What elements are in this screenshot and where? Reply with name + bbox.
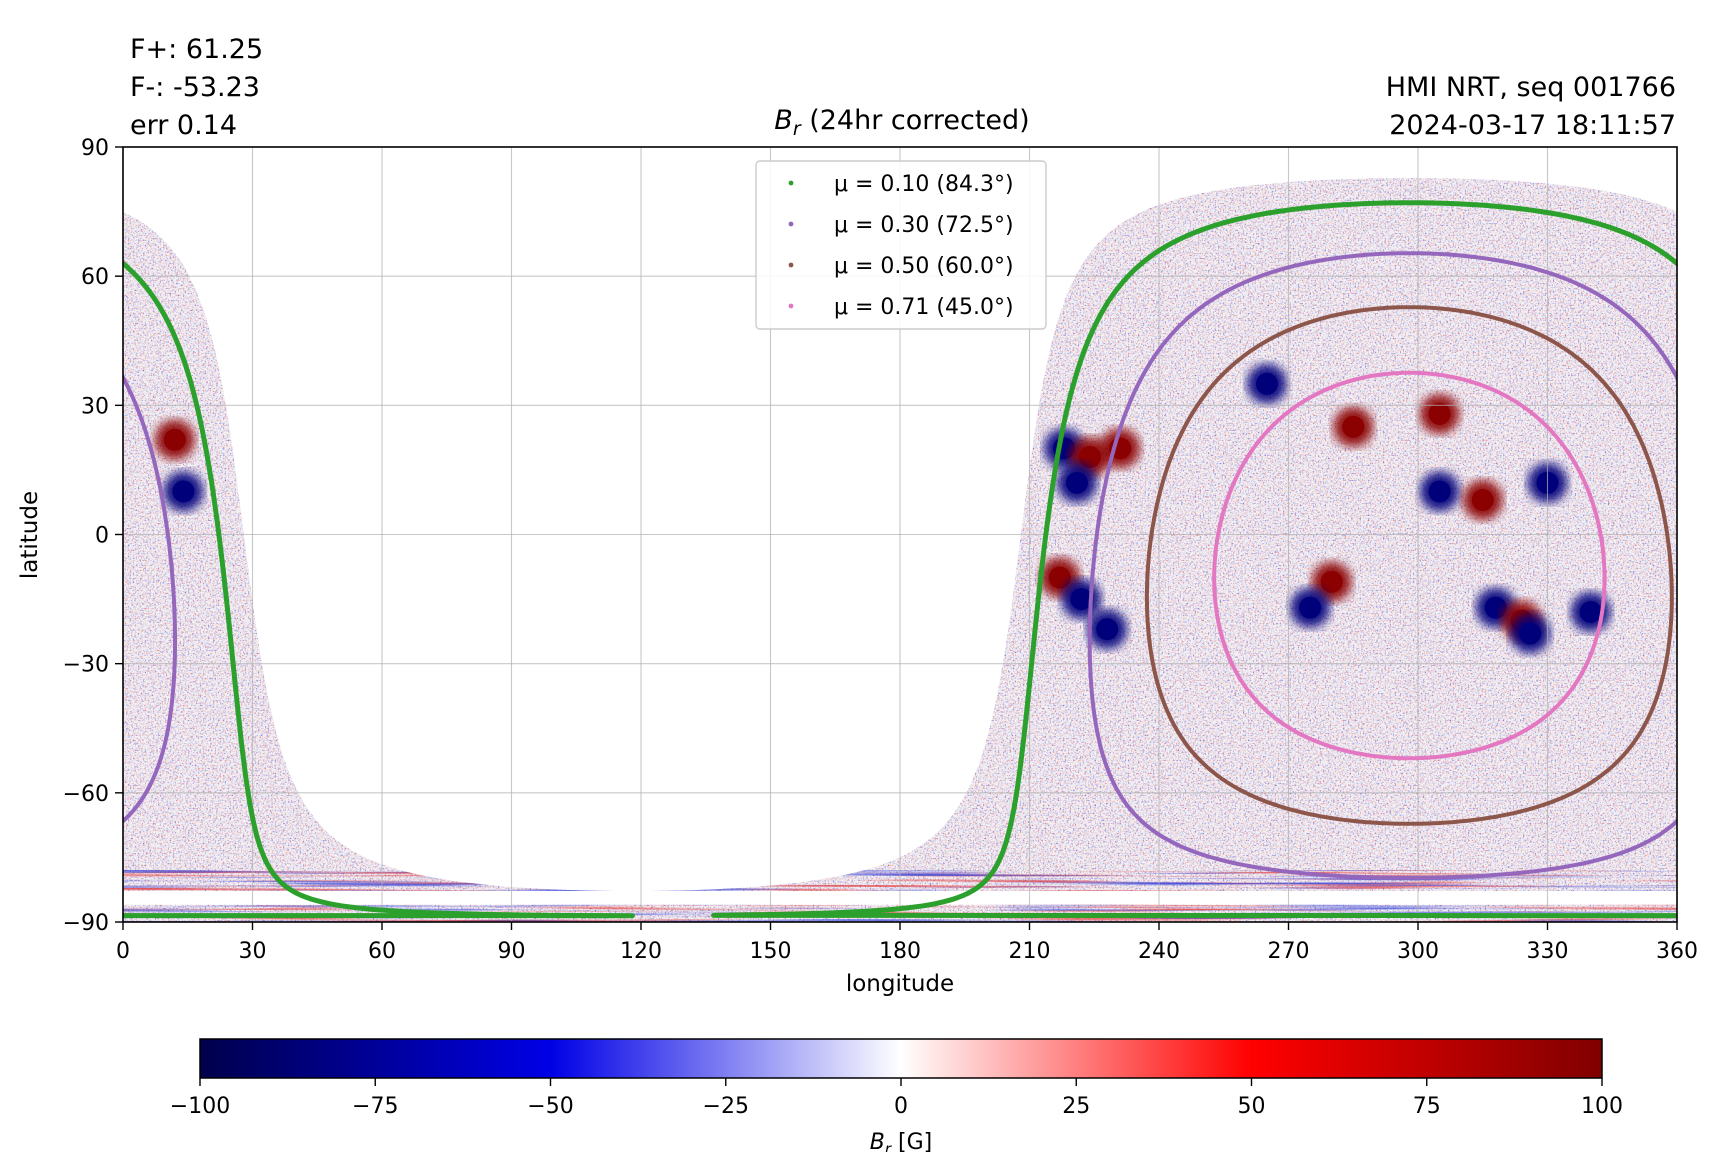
x-tick-label: 60 <box>368 939 396 964</box>
flux-plus-text: F+: 61.25 <box>130 34 263 65</box>
timestamp-text: 2024-03-17 18:11:57 <box>1389 110 1676 141</box>
active-region-core <box>1519 622 1542 645</box>
x-tick-label: 30 <box>239 939 267 964</box>
colorbar-label: Br [G] <box>870 1130 932 1152</box>
legend: μ = 0.10 (84.3°) μ = 0.30 (72.5°) μ = 0.50… <box>755 160 1047 330</box>
x-axis-label: longitude <box>846 971 954 997</box>
y-tick-label: −90 <box>63 911 109 936</box>
active-region-core <box>1320 570 1343 593</box>
legend-entry: μ = 0.71 (45.0°) <box>834 295 1014 320</box>
x-axis-ticks: 0 30 60 90 120 150 180 210 240 270 300 330 360 <box>116 922 1698 964</box>
legend-marker <box>788 303 794 309</box>
y-tick-label: −30 <box>63 653 109 678</box>
colorbar-tick-label: 0 <box>894 1094 908 1119</box>
contour-line <box>1087 251 1677 880</box>
legend-entry: μ = 0.30 (72.5°) <box>834 213 1014 238</box>
active-region-core <box>1070 588 1093 611</box>
active-region-core <box>1299 596 1322 619</box>
colorbar-tick-label: −100 <box>170 1094 230 1119</box>
colorbar-label-sub: r <box>885 1140 892 1152</box>
chart-title-main: B <box>774 105 793 136</box>
contour-line <box>123 260 635 919</box>
active-region-core <box>163 428 186 451</box>
chart-title-rest: (24hr corrected) <box>801 105 1030 136</box>
x-tick-label: 270 <box>1268 939 1310 964</box>
y-tick-label: −60 <box>63 782 109 807</box>
y-tick-label: 90 <box>81 136 109 161</box>
y-tick-label: 0 <box>95 524 109 549</box>
legend-entry: μ = 0.10 (84.3°) <box>834 172 1014 197</box>
legend-entry: μ = 0.50 (60.0°) <box>834 254 1014 279</box>
chart-title: Br (24hr corrected) <box>774 105 1029 140</box>
colorbar-tick-label: −50 <box>527 1094 573 1119</box>
active-region-core <box>1342 415 1365 438</box>
colorbar-tick-label: 100 <box>1581 1094 1623 1119</box>
colorbar-tick-label: 25 <box>1062 1094 1090 1119</box>
x-tick-label: 210 <box>1009 939 1051 964</box>
contour-line <box>1212 370 1607 761</box>
y-axis-ticks: −90 −60 −30 0 30 60 90 <box>63 136 123 936</box>
contour-mu-0.71 <box>1212 370 1607 761</box>
instrument-text: HMI NRT, seq 001766 <box>1386 72 1676 103</box>
legend-marker <box>788 262 794 268</box>
x-tick-label: 360 <box>1656 939 1698 964</box>
active-region-core <box>1579 601 1602 623</box>
active-region-core <box>1428 402 1451 425</box>
contour-mu-0.30 <box>123 251 1677 880</box>
colorbar-label-main: B <box>870 1130 885 1152</box>
x-tick-label: 330 <box>1527 939 1569 964</box>
x-tick-label: 240 <box>1138 939 1180 964</box>
active-region-core <box>1255 372 1278 395</box>
legend-marker <box>788 180 794 186</box>
x-tick-label: 0 <box>116 939 130 964</box>
error-text: err 0.14 <box>130 110 237 141</box>
contour-line <box>711 200 1677 919</box>
legend-box <box>755 160 1047 330</box>
colorbar <box>199 1038 1603 1079</box>
active-region-core <box>1078 446 1101 468</box>
colorbar-tick-label: −75 <box>352 1094 398 1119</box>
y-tick-label: 30 <box>81 394 109 419</box>
flux-minus-text: F-: -53.23 <box>130 72 260 103</box>
x-tick-label: 120 <box>620 939 662 964</box>
x-tick-label: 180 <box>879 939 921 964</box>
x-tick-label: 90 <box>498 939 526 964</box>
active-region-core <box>1096 618 1119 641</box>
active-region-core <box>172 480 195 503</box>
chart-title-sub: r <box>793 118 802 140</box>
legend-marker <box>788 221 794 227</box>
y-tick-label: 60 <box>81 265 109 290</box>
contour-mu-0.10 <box>123 200 1677 919</box>
active-region-core <box>1048 566 1071 589</box>
colorbar-ticks: −100 −75 −50 −25 0 25 50 75 100 <box>170 1078 1623 1119</box>
colorbar-tick-label: 75 <box>1413 1094 1441 1119</box>
contour-mu-0.50 <box>1144 305 1674 826</box>
colorbar-tick-label: 50 <box>1238 1094 1266 1119</box>
colorbar-tick-label: −25 <box>703 1094 749 1119</box>
x-tick-label: 150 <box>750 939 792 964</box>
active-region-core <box>1484 596 1507 619</box>
contour-line <box>1144 305 1674 826</box>
contour-line <box>123 373 177 824</box>
x-tick-label: 300 <box>1397 939 1439 964</box>
mu-contours <box>123 200 1677 919</box>
colorbar-label-unit: [G] <box>891 1130 932 1152</box>
y-axis-label: latitude <box>17 491 43 579</box>
active-region-core <box>1471 489 1494 512</box>
active-region-core <box>1065 471 1088 494</box>
active-region-core <box>1428 480 1451 503</box>
